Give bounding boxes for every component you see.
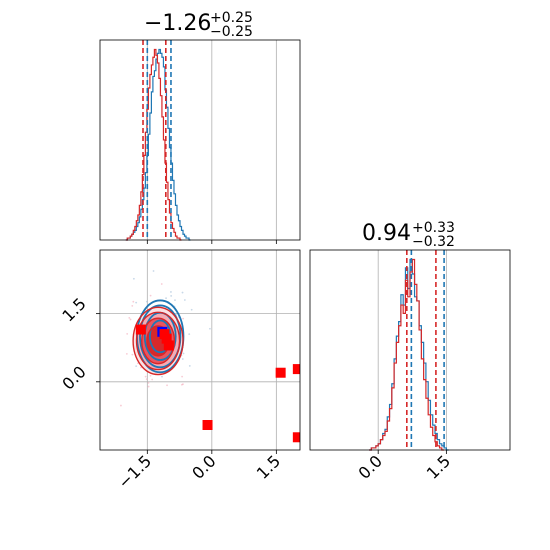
joint-sample-point [166,384,168,387]
joint-sample-point [182,383,184,386]
joint-sample-point [125,353,128,355]
joint-sample-point [132,300,135,303]
joint-xtick-label-0: −1.5 [114,451,155,492]
joint-sample-point [160,283,163,285]
hist2-series-1 [369,258,445,451]
hist-panel-param-2 [309,249,511,451]
joint-sample-point [182,317,185,320]
joint-sample-point [129,318,132,321]
joint-sample-point [188,365,191,367]
joint-marker-6 [275,367,286,378]
title-param-1-plus: +0.25 [210,10,253,26]
title-param-1-minus: −0.25 [210,24,253,40]
joint-sample-point [161,375,163,378]
joint-sample-point [181,358,184,360]
joint-sample-point [190,308,193,311]
tick-labels: −1.5 0.0 1.5 0.0 1.5 0.0 1.5 [58,240,454,492]
joint-marker-8 [292,432,300,443]
joint-sample-point [149,374,152,377]
joint-sample-point [188,333,191,335]
title-param-1-median: −1.26 [144,11,211,36]
joint-xtick-label-1: 0.0 [188,451,219,482]
joint-marker-4 [159,329,170,340]
joint-panel [99,249,301,451]
joint-sample-point [144,375,147,378]
title-param-2-plus: +0.33 [412,220,455,236]
title-param-2: 0.94 [362,221,411,246]
joint-sample-point [183,299,186,301]
joint-ytick-label-0: 0.0 [58,362,89,393]
joint-blue-contour-2 [139,304,182,369]
title-param-2-median: 0.94 [362,221,411,246]
joint-marker-7 [292,364,300,375]
joint-marker-0 [135,324,146,335]
joint-sample-point [128,316,131,319]
hist2-xtick-label-0: 0.0 [355,451,386,482]
joint-red-contour-2 [135,311,181,371]
joint-sample-point [135,365,138,368]
joint-sample-point [170,291,172,293]
hist-panel-param-1 [99,39,301,241]
joint-sample-point [174,299,176,302]
joint-sample-point [181,291,184,294]
joint-sample-point [131,353,134,356]
joint-sample-point [140,366,142,369]
hist1-series-1 [125,48,182,241]
joint-sample-point [152,270,155,272]
joint-sample-point [147,385,150,388]
joint-red-contour-1 [141,317,176,365]
joint-red-contour-3 [132,306,184,376]
joint-frame [99,249,301,451]
joint-sample-point [126,333,129,335]
joint-sample-point [145,300,148,303]
joint-sample-point [209,327,211,330]
joint-sample-point [135,301,138,304]
joint-sample-point [181,375,184,378]
joint-xtick-label-2: 1.5 [253,451,284,482]
hist1-series-0 [125,48,191,241]
joint-sample-point [147,381,150,384]
joint-sample-point [151,378,154,381]
joint-sample-point [182,352,185,355]
joint-markers [135,324,300,443]
joint-sample-point [132,277,135,280]
title-param-1: −1.26 [144,11,211,36]
hist1-frame [99,39,301,241]
title-param-2-minus: −0.32 [412,234,455,250]
joint-sample-point [131,304,134,307]
joint-sample-point [145,378,148,380]
hist2-xtick-label-1: 1.5 [423,451,454,482]
joint-sample-point [170,295,173,297]
joint-ytick-label-1: 1.5 [58,294,89,325]
joint-marker-5 [202,420,213,430]
joint-sample-point [149,294,152,297]
joint-sample-point [165,297,167,300]
joint-sample-point [120,404,122,407]
joint-marker-2 [163,340,174,351]
hist2-frame [309,249,511,451]
